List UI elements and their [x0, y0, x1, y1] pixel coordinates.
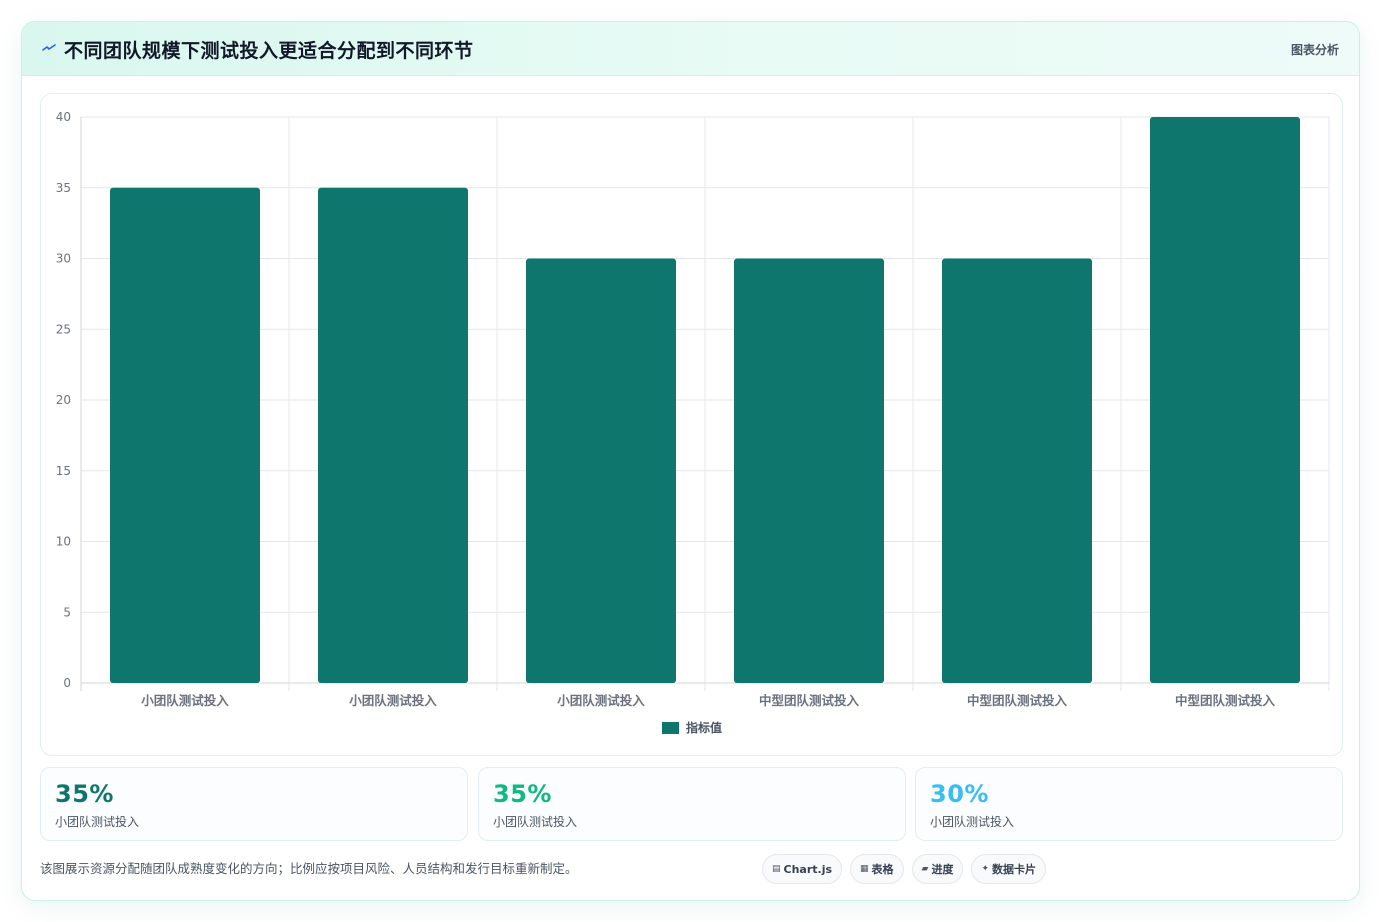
card-header: 不同团队规模下测试投入更适合分配到不同环节 图表分析: [22, 22, 1359, 76]
stat-value: 30%: [930, 780, 989, 808]
y-tick-label: 10: [56, 535, 71, 549]
footer-note: 该图展示资源分配随团队成熟度变化的方向；比例应按项目风险、人员结构和发行目标重新…: [40, 861, 578, 876]
chart-icon: ▤: [772, 864, 781, 874]
chart-analysis-tag[interactable]: 图表分析: [1290, 43, 1339, 57]
stat-card-3: 30% 小团队测试投入: [915, 767, 1343, 841]
x-tick-label: 小团队测试投入: [556, 693, 645, 708]
pill-label: 数据卡片: [992, 863, 1037, 876]
x-tick-label: 中型团队测试投入: [1175, 693, 1276, 708]
legend-label: 指标值: [686, 720, 722, 735]
progress-icon: ▰: [921, 864, 929, 874]
bar: [526, 258, 676, 683]
chart-panel: 0 5 10 15 20 25 30 35 40 小团队测试投入 小团队测试投入 小团队测试投入 中型团…: [40, 93, 1343, 756]
stat-value: 35%: [493, 780, 552, 808]
bar: [942, 258, 1092, 683]
pill-progress[interactable]: ▰ 进度: [911, 854, 964, 884]
bar: [110, 187, 260, 683]
stat-value: 35%: [55, 780, 114, 808]
stat-card-2: 35% 小团队测试投入: [478, 767, 906, 841]
y-tick-label: 5: [63, 605, 71, 619]
table-icon: ▦: [860, 864, 869, 874]
page-title: 不同团队规模下测试投入更适合分配到不同环节: [64, 40, 474, 62]
stat-label: 小团队测试投入: [493, 815, 578, 829]
pill-label: 进度: [931, 863, 954, 876]
pill-label: 表格: [871, 863, 894, 876]
bar: [734, 258, 884, 683]
y-tick-label: 40: [56, 110, 71, 124]
feature-pills: ▤ Chart.js ▦ 表格 ▰ 进度 ✦ 数据卡片: [762, 854, 1047, 884]
stat-label: 小团队测试投入: [930, 815, 1015, 829]
stat-card-1: 35% 小团队测试投入: [40, 767, 468, 841]
bar: [1150, 117, 1300, 683]
chart-card: 不同团队规模下测试投入更适合分配到不同环节 图表分析 0 5 10 15 20 25 30 3…: [21, 21, 1360, 901]
spark-icon: [42, 44, 56, 51]
x-tick-label: 小团队测试投入: [348, 693, 437, 708]
x-tick-label: 中型团队测试投入: [967, 693, 1068, 708]
stat-label: 小团队测试投入: [55, 815, 140, 829]
y-tick-label: 25: [56, 322, 71, 336]
pill-label: Chart.js: [783, 862, 833, 876]
y-tick-label: 20: [56, 393, 71, 407]
sparkle-icon: ✦: [981, 864, 990, 874]
bar: [318, 187, 468, 683]
pill-chartjs[interactable]: ▤ Chart.js: [762, 854, 843, 884]
x-tick-label: 小团队测试投入: [140, 693, 229, 708]
y-tick-label: 35: [56, 181, 71, 195]
y-tick-label: 15: [56, 464, 71, 478]
y-tick-label: 30: [56, 252, 71, 266]
pill-data-cards[interactable]: ✦ 数据卡片: [971, 854, 1047, 884]
bar-chart: 0 5 10 15 20 25 30 35 40 小团队测试投入 小团队测试投入 小团队测试投入 中型团…: [56, 110, 1330, 735]
legend-swatch: [662, 722, 679, 734]
x-tick-label: 中型团队测试投入: [759, 693, 860, 708]
y-tick-label: 0: [63, 676, 71, 690]
pill-table[interactable]: ▦ 表格: [850, 854, 904, 884]
